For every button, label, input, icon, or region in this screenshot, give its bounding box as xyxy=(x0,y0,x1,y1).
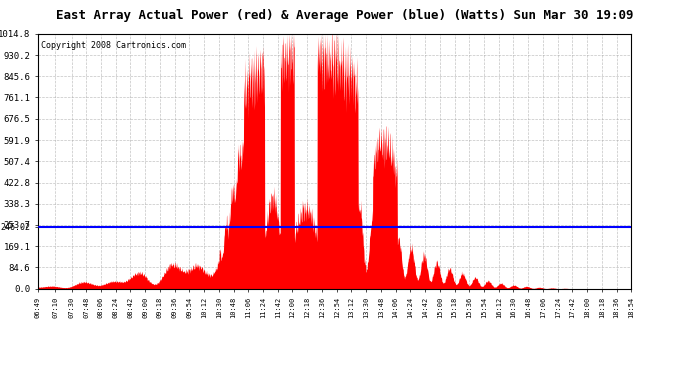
Text: Copyright 2008 Cartronics.com: Copyright 2008 Cartronics.com xyxy=(41,41,186,50)
Text: East Array Actual Power (red) & Average Power (blue) (Watts) Sun Mar 30 19:09: East Array Actual Power (red) & Average … xyxy=(57,9,633,22)
